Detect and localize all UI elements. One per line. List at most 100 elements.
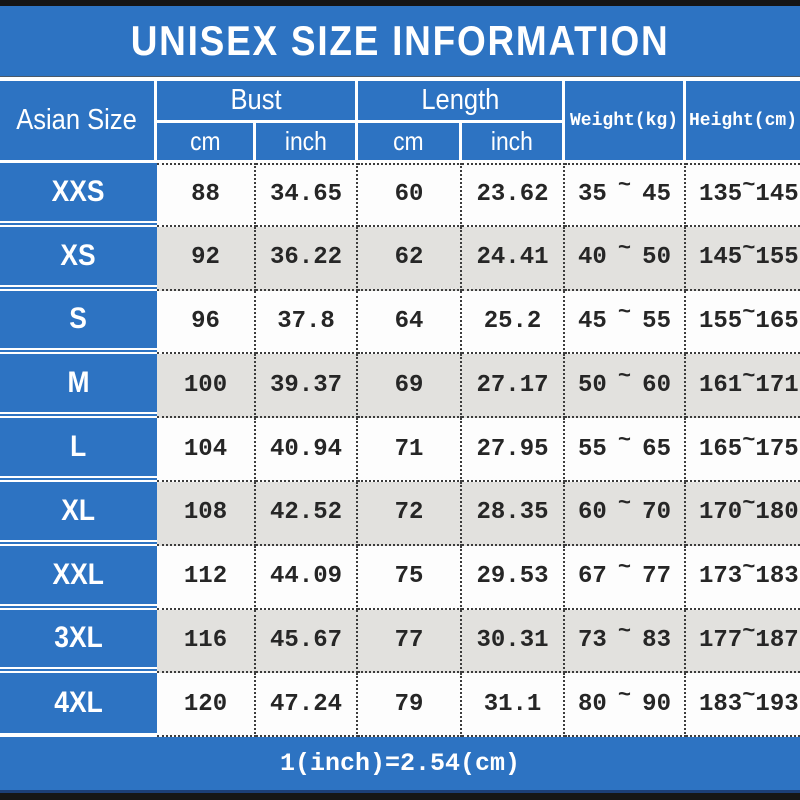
bust-inch-cell: 37.8 <box>256 290 358 355</box>
header-bust-cm: cm <box>157 123 256 163</box>
tilde-separator: ~ <box>742 173 756 199</box>
tilde-separator: ~ <box>742 299 756 325</box>
length-inch-cell: 31.1 <box>462 673 565 738</box>
bust-cm-cell: 88 <box>157 163 256 227</box>
size-cell: XXL <box>0 545 157 610</box>
top-border-bar <box>0 0 800 6</box>
conversion-note: 1(inch)=2.54(cm) <box>279 749 521 779</box>
header-height: Height(cm) <box>686 81 800 163</box>
size-cell: L <box>0 418 157 482</box>
bust-inch-cell: 39.37 <box>256 354 358 419</box>
length-inch-cell: 28.35 <box>462 481 565 546</box>
bust-cm-cell: 92 <box>157 226 256 291</box>
header-asian-size: Asian Size <box>0 81 157 163</box>
height-range-cell: 177 ~187 <box>686 609 800 674</box>
bust-cm-cell: 96 <box>157 290 256 355</box>
bust-cm-cell: 104 <box>157 418 256 482</box>
size-cell: S <box>0 290 157 355</box>
length-cm-cell: 75 <box>358 545 462 610</box>
height-range-cell: 135 ~145 <box>686 163 800 227</box>
size-cell: XL <box>0 481 157 546</box>
tilde-separator: ~ <box>617 555 632 581</box>
size-table: Asian Size Bust Length Weight(kg) Height… <box>0 81 800 738</box>
height-range-cell: 183 ~193 <box>686 673 800 738</box>
weight-range-cell: 73 ~83 <box>565 609 686 674</box>
bust-inch-cell: 36.22 <box>256 226 358 291</box>
tilde-separator: ~ <box>617 236 632 262</box>
conversion-note-band: 1(inch)=2.54(cm) <box>0 737 800 791</box>
page-title: UNISEX SIZE INFORMATION <box>130 17 670 64</box>
tilde-separator: ~ <box>742 491 756 517</box>
tilde-separator: ~ <box>742 236 756 262</box>
bust-inch-cell: 47.24 <box>256 673 358 738</box>
header-bust: Bust <box>157 81 358 123</box>
height-range-cell: 155 ~165 <box>686 290 800 355</box>
tilde-separator: ~ <box>617 173 632 199</box>
weight-range-cell: 60 ~70 <box>565 481 686 546</box>
bust-inch-cell: 34.65 <box>256 163 358 227</box>
bust-inch-cell: 40.94 <box>256 418 358 482</box>
tilde-separator: ~ <box>617 427 632 453</box>
header-weight: Weight(kg) <box>565 81 686 163</box>
length-inch-cell: 27.17 <box>462 354 565 419</box>
length-inch-cell: 27.95 <box>462 418 565 482</box>
size-cell: XS <box>0 226 157 291</box>
title-divider <box>0 76 800 81</box>
length-cm-cell: 72 <box>358 481 462 546</box>
weight-range-cell: 67 ~77 <box>565 545 686 610</box>
length-inch-cell: 29.53 <box>462 545 565 610</box>
bottom-border-bar <box>0 793 800 800</box>
size-cell: 3XL <box>0 609 157 674</box>
tilde-separator: ~ <box>617 299 632 325</box>
length-cm-cell: 77 <box>358 609 462 674</box>
bust-inch-cell: 44.09 <box>256 545 358 610</box>
length-cm-cell: 69 <box>358 354 462 419</box>
size-cell: M <box>0 354 157 419</box>
bust-inch-cell: 45.67 <box>256 609 358 674</box>
weight-range-cell: 80 ~90 <box>565 673 686 738</box>
bust-cm-cell: 116 <box>157 609 256 674</box>
header-length-inch: inch <box>462 123 565 163</box>
length-cm-cell: 71 <box>358 418 462 482</box>
size-cell: XXS <box>0 163 157 227</box>
height-range-cell: 165 ~175 <box>686 418 800 482</box>
tilde-separator: ~ <box>617 618 632 644</box>
size-cell: 4XL <box>0 673 157 738</box>
tilde-separator: ~ <box>742 555 756 581</box>
tilde-separator: ~ <box>617 363 632 389</box>
length-cm-cell: 60 <box>358 163 462 227</box>
bust-cm-cell: 100 <box>157 354 256 419</box>
bust-cm-cell: 112 <box>157 545 256 610</box>
weight-range-cell: 40 ~50 <box>565 226 686 291</box>
length-cm-cell: 79 <box>358 673 462 738</box>
header-length: Length <box>358 81 565 123</box>
length-cm-cell: 62 <box>358 226 462 291</box>
height-range-cell: 161 ~171 <box>686 354 800 419</box>
length-cm-cell: 64 <box>358 290 462 355</box>
tilde-separator: ~ <box>742 618 756 644</box>
length-inch-cell: 23.62 <box>462 163 565 227</box>
weight-range-cell: 45 ~55 <box>565 290 686 355</box>
height-range-cell: 173 ~183 <box>686 545 800 610</box>
length-inch-cell: 25.2 <box>462 290 565 355</box>
tilde-separator: ~ <box>617 491 632 517</box>
length-inch-cell: 30.31 <box>462 609 565 674</box>
bust-cm-cell: 108 <box>157 481 256 546</box>
weight-range-cell: 35 ~45 <box>565 163 686 227</box>
length-inch-cell: 24.41 <box>462 226 565 291</box>
tilde-separator: ~ <box>742 682 756 708</box>
tilde-separator: ~ <box>742 427 756 453</box>
bust-cm-cell: 120 <box>157 673 256 738</box>
tilde-separator: ~ <box>742 363 756 389</box>
title-banner: UNISEX SIZE INFORMATION <box>0 6 800 76</box>
bust-inch-cell: 42.52 <box>256 481 358 546</box>
tilde-separator: ~ <box>617 682 632 708</box>
bottom-navy-line <box>0 790 800 794</box>
weight-range-cell: 50 ~60 <box>565 354 686 419</box>
weight-range-cell: 55 ~65 <box>565 418 686 482</box>
height-range-cell: 170 ~180 <box>686 481 800 546</box>
header-length-cm: cm <box>358 123 462 163</box>
height-range-cell: 145 ~155 <box>686 226 800 291</box>
header-bust-inch: inch <box>256 123 358 163</box>
